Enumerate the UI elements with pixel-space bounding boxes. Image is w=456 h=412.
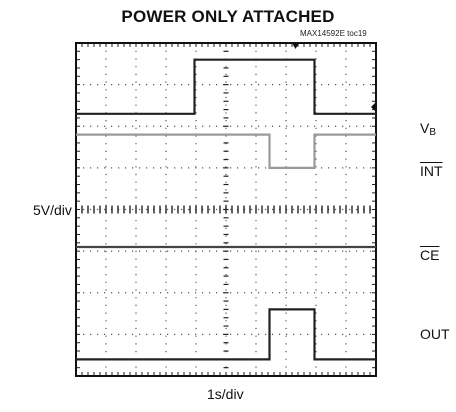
trace-out	[76, 308, 376, 361]
trace-label-vb: VB	[420, 120, 436, 138]
plot-frame	[75, 42, 377, 377]
trace-label-out: OUT	[420, 326, 450, 342]
figure-code: MAX14592E toc19	[300, 29, 367, 38]
trace-label-vb-main: V	[420, 120, 430, 136]
trace-int	[76, 133, 376, 169]
page-title: POWER ONLY ATTACHED	[121, 7, 335, 26]
trigger-position-marker	[292, 43, 299, 49]
trace-v	[76, 58, 376, 115]
x-scale-label: 1s/div	[207, 386, 244, 402]
trigger-level-marker	[371, 102, 376, 112]
trace-label-int: INT	[420, 163, 443, 179]
graticule	[75, 42, 377, 377]
trace-label-vb-sub: B	[429, 127, 437, 138]
traces	[76, 58, 376, 361]
trace-label-ce: CE	[420, 247, 440, 263]
y-scale-label: 5V/div	[33, 202, 72, 218]
